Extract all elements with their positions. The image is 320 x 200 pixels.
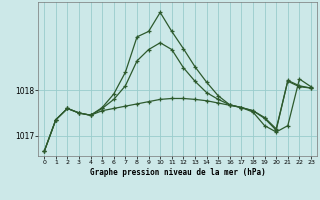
X-axis label: Graphe pression niveau de la mer (hPa): Graphe pression niveau de la mer (hPa) bbox=[90, 168, 266, 177]
